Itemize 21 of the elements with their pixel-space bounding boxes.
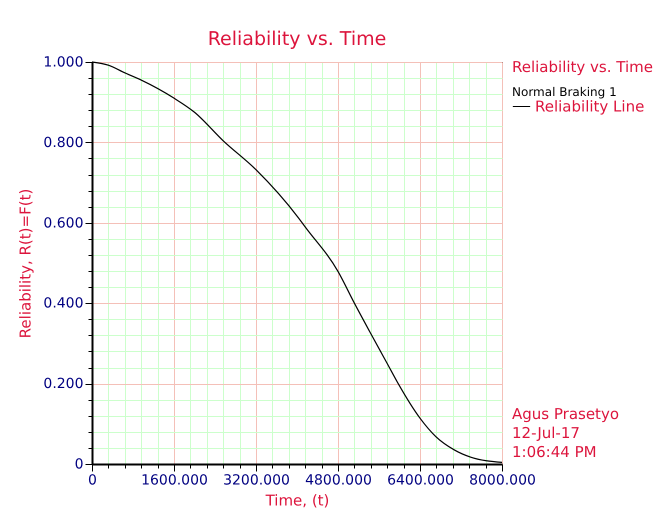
legend-label: Reliability Line <box>535 98 644 116</box>
y-tick-label: 0.400 <box>43 296 84 312</box>
x-tick-label: 1600.000 <box>141 472 208 488</box>
y-axis-title: Reliability, R(t)=F(t) <box>16 188 34 338</box>
x-tick-label: 8000.000 <box>469 472 536 488</box>
text: 1:06:44 PM <box>512 443 597 461</box>
x-tick-label: 3200.000 <box>223 472 290 488</box>
text: Agus Prasetyo <box>512 405 619 423</box>
x-tick-label: 6400.000 <box>387 472 454 488</box>
y-tick-label: 0.600 <box>43 215 84 232</box>
y-tick-label: 0 <box>74 456 84 472</box>
text: Normal Braking 1 <box>512 85 617 99</box>
legend-title: Reliability vs. Time <box>512 58 653 76</box>
y-tick-label: 0.200 <box>43 376 84 392</box>
x-tick-label: 0 <box>88 472 97 488</box>
y-tick-label: 0.800 <box>43 134 84 151</box>
x-axis-title: Time, (t) <box>264 492 330 510</box>
chart-title: Reliability vs. Time <box>208 28 386 50</box>
x-tick-label: 4800.000 <box>305 472 372 488</box>
y-tick-label: 1.000 <box>43 54 84 70</box>
text: 12-Jul-17 <box>512 424 580 442</box>
